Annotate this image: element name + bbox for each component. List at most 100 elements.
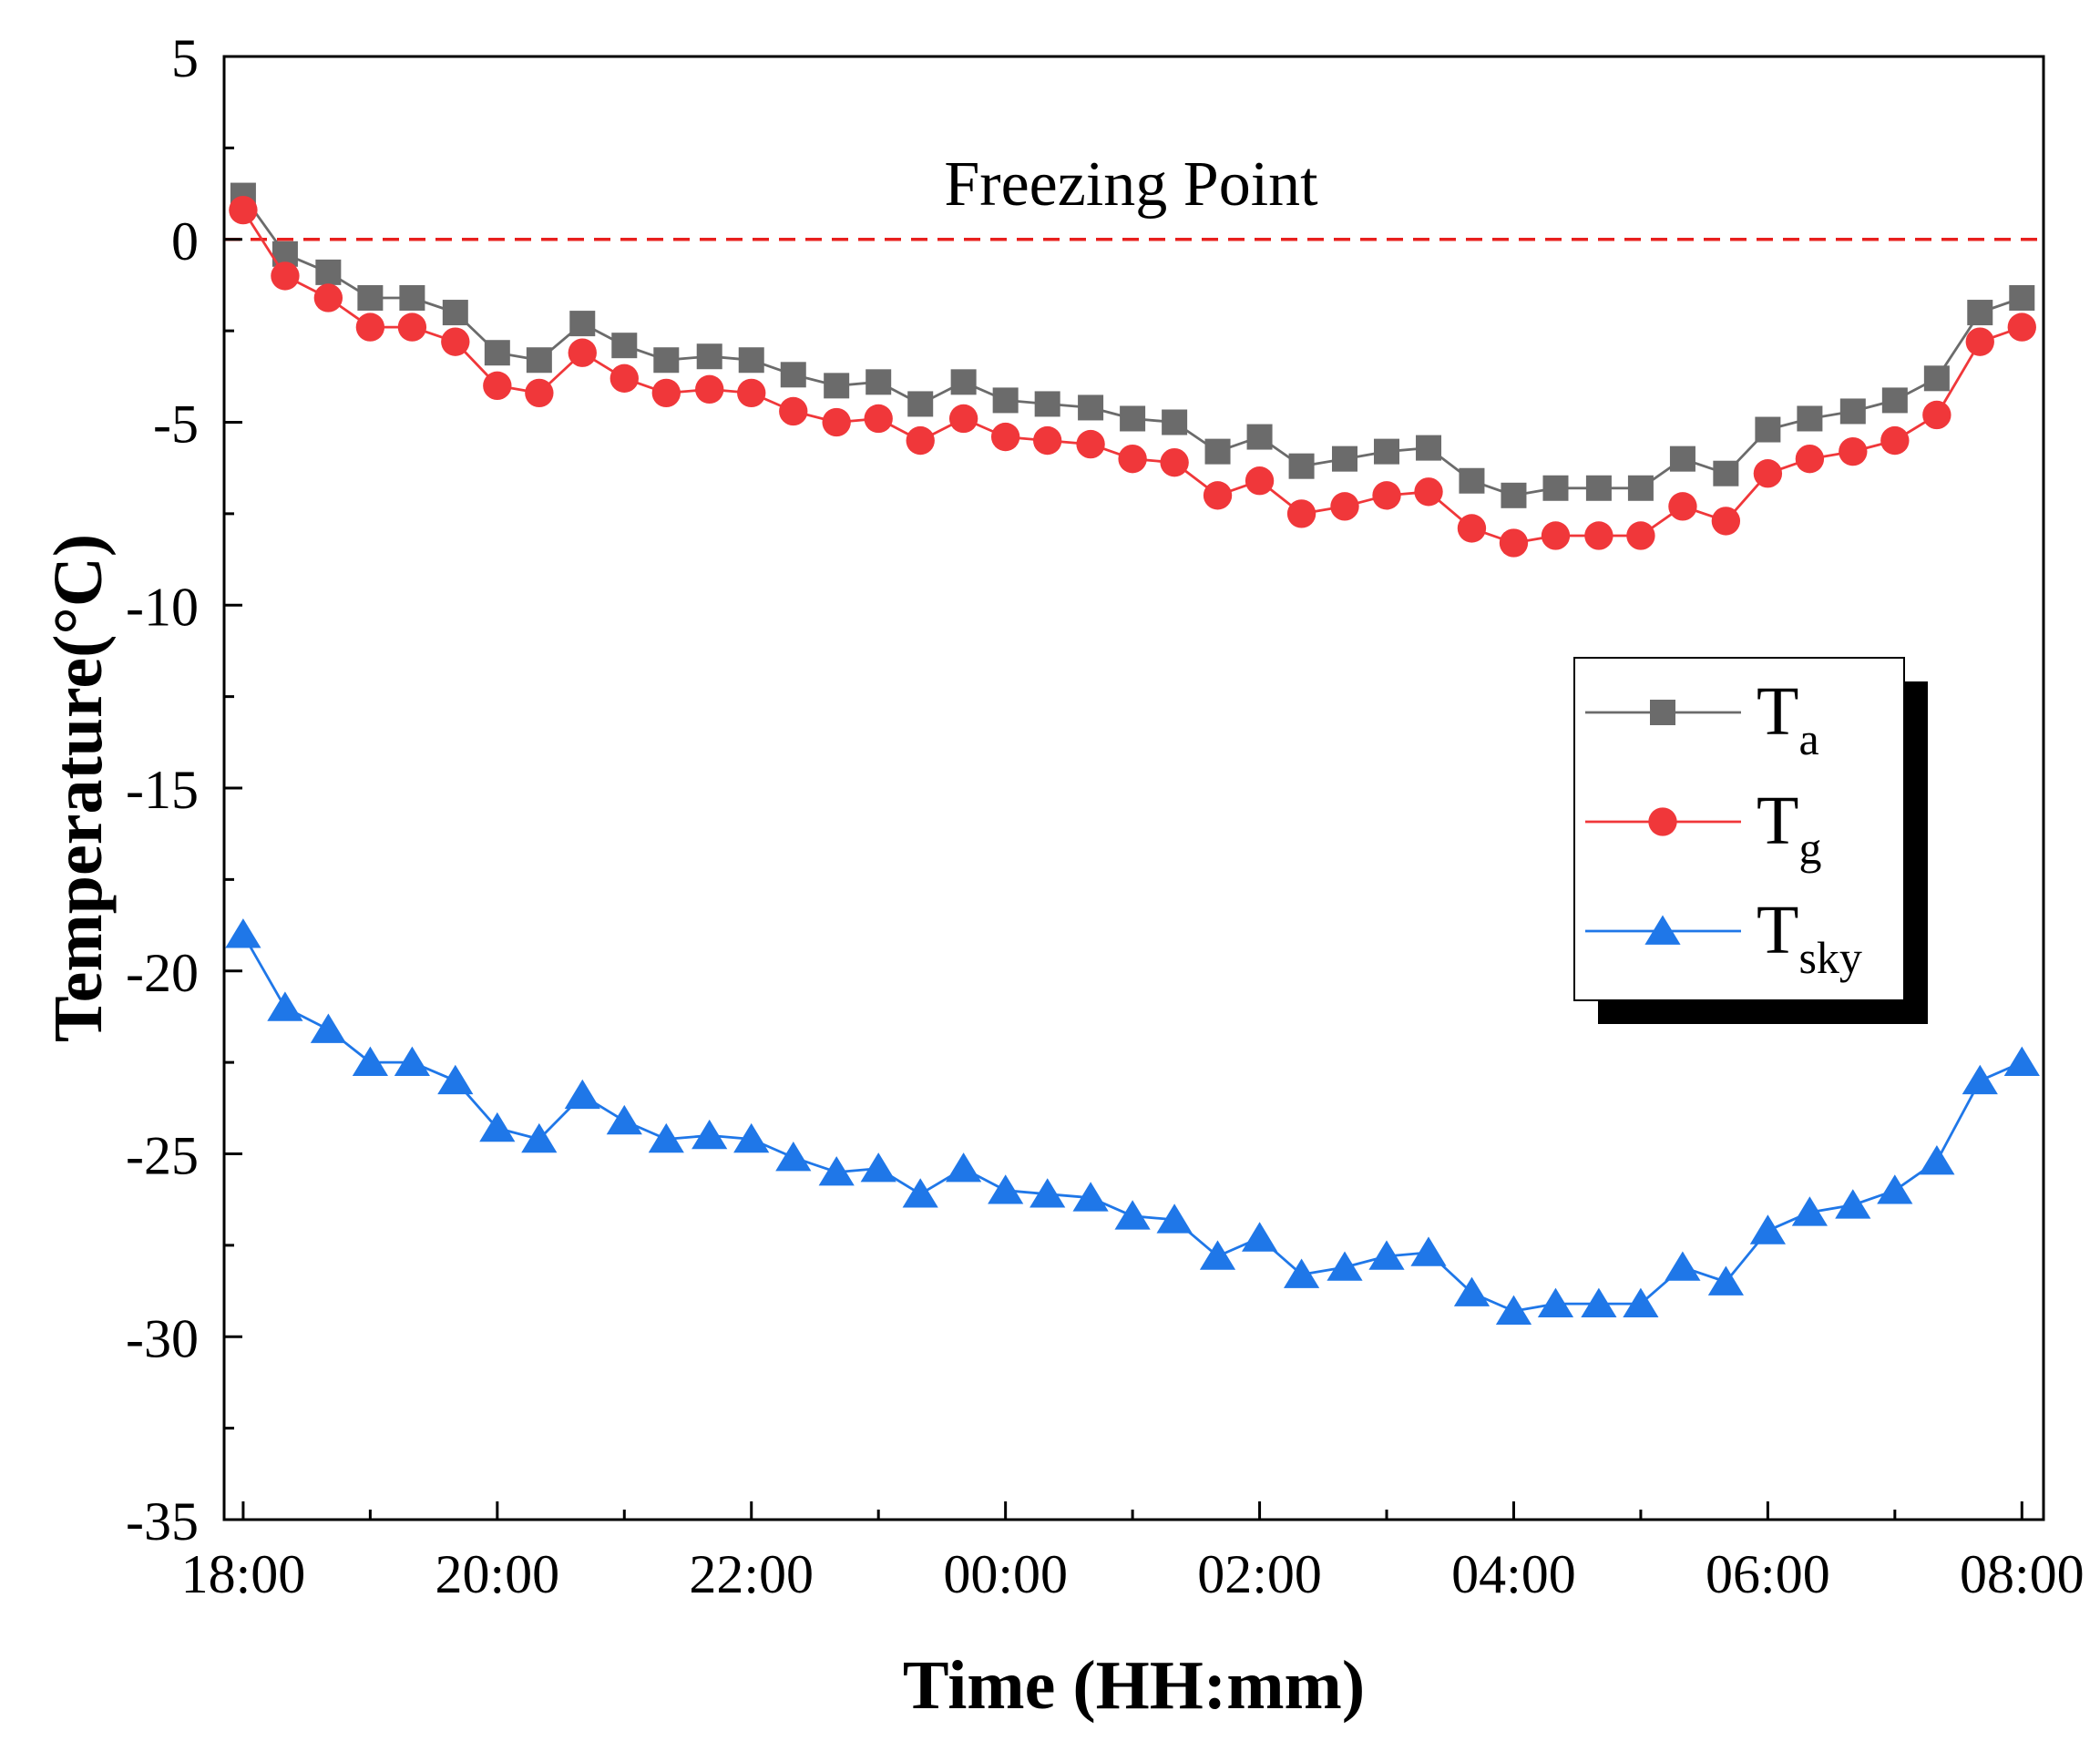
data-point	[1199, 1240, 1236, 1270]
y-tick-label: 5	[171, 28, 199, 88]
data-point	[1414, 477, 1443, 507]
data-point	[696, 343, 722, 370]
data-point	[394, 1046, 430, 1076]
data-point	[441, 327, 470, 356]
data-point	[1753, 459, 1783, 488]
data-point	[1030, 1178, 1066, 1208]
data-point	[267, 991, 303, 1021]
data-point	[988, 1174, 1024, 1204]
data-point	[907, 391, 934, 417]
data-point	[737, 378, 766, 408]
legend-marker-square	[1650, 700, 1675, 725]
data-point	[691, 1119, 728, 1150]
data-point	[1114, 1200, 1151, 1230]
data-point	[1962, 1064, 1998, 1095]
data-point	[775, 1142, 812, 1172]
data-point	[1242, 1222, 1278, 1252]
x-tick-label: 08:00	[1960, 1544, 2085, 1604]
data-point	[352, 1046, 388, 1076]
data-point	[1581, 1287, 1617, 1317]
data-point	[1542, 475, 1569, 501]
data-point	[1707, 1265, 1744, 1296]
data-point	[1330, 492, 1359, 521]
data-point	[1923, 365, 1950, 392]
x-tick-label: 04:00	[1451, 1544, 1576, 1604]
data-point	[1797, 405, 1823, 432]
data-point	[1459, 467, 1485, 494]
data-point	[271, 261, 300, 291]
data-point	[1881, 387, 1908, 414]
data-point	[653, 347, 680, 374]
data-point	[1537, 1287, 1574, 1317]
x-tick-label: 02:00	[1197, 1544, 1322, 1604]
freezing-point-label: Freezing Point	[944, 149, 1318, 220]
data-point	[822, 407, 851, 437]
y-tick-label: -25	[126, 1126, 199, 1186]
data-point	[866, 369, 892, 395]
data-point	[229, 195, 258, 225]
data-point	[1623, 1287, 1659, 1317]
x-tick-label: 20:00	[435, 1544, 559, 1604]
legend-marker-circle	[1648, 807, 1677, 836]
data-point	[1835, 1189, 1871, 1219]
data-point	[442, 300, 468, 326]
data-point	[1495, 1295, 1532, 1325]
data-point	[1076, 429, 1105, 459]
y-tick-label: -10	[126, 577, 199, 637]
data-point	[1713, 460, 1739, 486]
data-point	[824, 373, 850, 399]
data-point	[313, 283, 343, 312]
data-point	[946, 1152, 982, 1183]
data-point	[521, 1122, 558, 1153]
data-point	[1156, 1203, 1193, 1234]
data-point	[1919, 1145, 1955, 1175]
data-point	[1541, 521, 1571, 550]
data-point	[780, 362, 806, 388]
data-point	[1327, 1251, 1363, 1281]
data-point	[651, 378, 681, 408]
x-tick-label: 18:00	[181, 1544, 306, 1604]
data-point	[1584, 521, 1613, 550]
data-point	[1245, 466, 1275, 496]
data-point	[1204, 438, 1231, 465]
data-point	[648, 1122, 684, 1153]
data-point	[1372, 481, 1401, 510]
legend-marker-triangle	[1644, 915, 1681, 945]
data-point	[1922, 400, 1951, 430]
x-axis-title: Time (HH:mm)	[903, 1647, 1365, 1724]
data-point	[1877, 1174, 1913, 1204]
data-point	[1410, 1236, 1447, 1266]
data-point	[1032, 425, 1062, 456]
data-point	[779, 396, 808, 426]
data-point	[1755, 416, 1781, 443]
data-point	[1711, 507, 1741, 536]
data-point	[483, 371, 512, 401]
data-point	[818, 1156, 855, 1186]
y-tick-label: -35	[126, 1491, 199, 1552]
data-point	[906, 425, 935, 456]
data-point	[1499, 528, 1529, 558]
data-point	[1034, 391, 1060, 417]
data-point	[1118, 444, 1147, 474]
data-point	[526, 347, 552, 374]
data-point	[225, 918, 261, 948]
data-point	[738, 347, 764, 374]
data-point	[860, 1152, 896, 1183]
data-point	[1416, 435, 1442, 461]
data-point	[484, 340, 510, 366]
data-point	[1965, 327, 1994, 356]
data-point	[2007, 312, 2036, 342]
data-point	[990, 422, 1020, 452]
data-point	[733, 1122, 770, 1153]
data-point	[992, 387, 1019, 414]
data-point	[399, 284, 425, 311]
x-tick-label: 22:00	[689, 1544, 814, 1604]
y-tick-label: -5	[153, 394, 199, 455]
series-square	[230, 182, 2035, 508]
legend-label-subscript: a	[1798, 713, 1818, 764]
data-point	[902, 1178, 938, 1208]
data-point	[1839, 436, 1868, 466]
data-point	[1453, 1276, 1490, 1306]
